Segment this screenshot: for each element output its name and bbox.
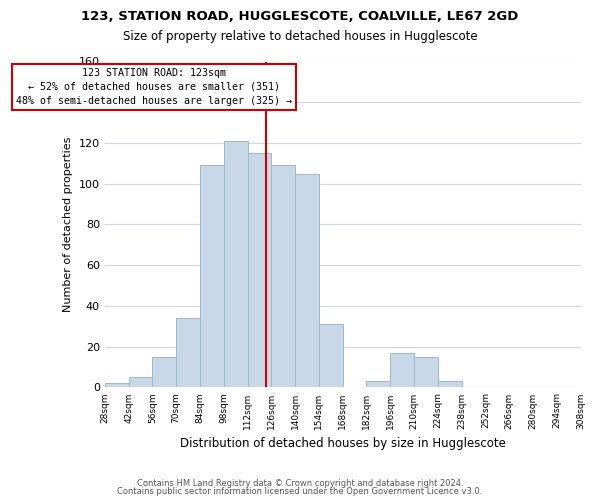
Bar [295,174,319,388]
Bar [271,166,295,388]
Bar [128,377,152,388]
Y-axis label: Number of detached properties: Number of detached properties [63,137,73,312]
X-axis label: Distribution of detached houses by size in Hugglescote: Distribution of detached houses by size … [180,437,506,450]
Bar [319,324,343,388]
Bar [414,357,438,388]
Bar [176,318,200,388]
Text: Contains public sector information licensed under the Open Government Licence v3: Contains public sector information licen… [118,487,482,496]
Text: 123, STATION ROAD, HUGGLESCOTE, COALVILLE, LE67 2GD: 123, STATION ROAD, HUGGLESCOTE, COALVILL… [82,10,518,23]
Bar [105,384,128,388]
Bar [367,382,390,388]
Bar [152,357,176,388]
Bar [224,141,248,388]
Bar [200,166,224,388]
Text: Size of property relative to detached houses in Hugglescote: Size of property relative to detached ho… [122,30,478,43]
Bar [248,153,271,388]
Bar [438,382,461,388]
Bar [390,353,414,388]
Text: Contains HM Land Registry data © Crown copyright and database right 2024.: Contains HM Land Registry data © Crown c… [137,478,463,488]
Text: 123 STATION ROAD: 123sqm
← 52% of detached houses are smaller (351)
48% of semi-: 123 STATION ROAD: 123sqm ← 52% of detach… [16,68,292,106]
